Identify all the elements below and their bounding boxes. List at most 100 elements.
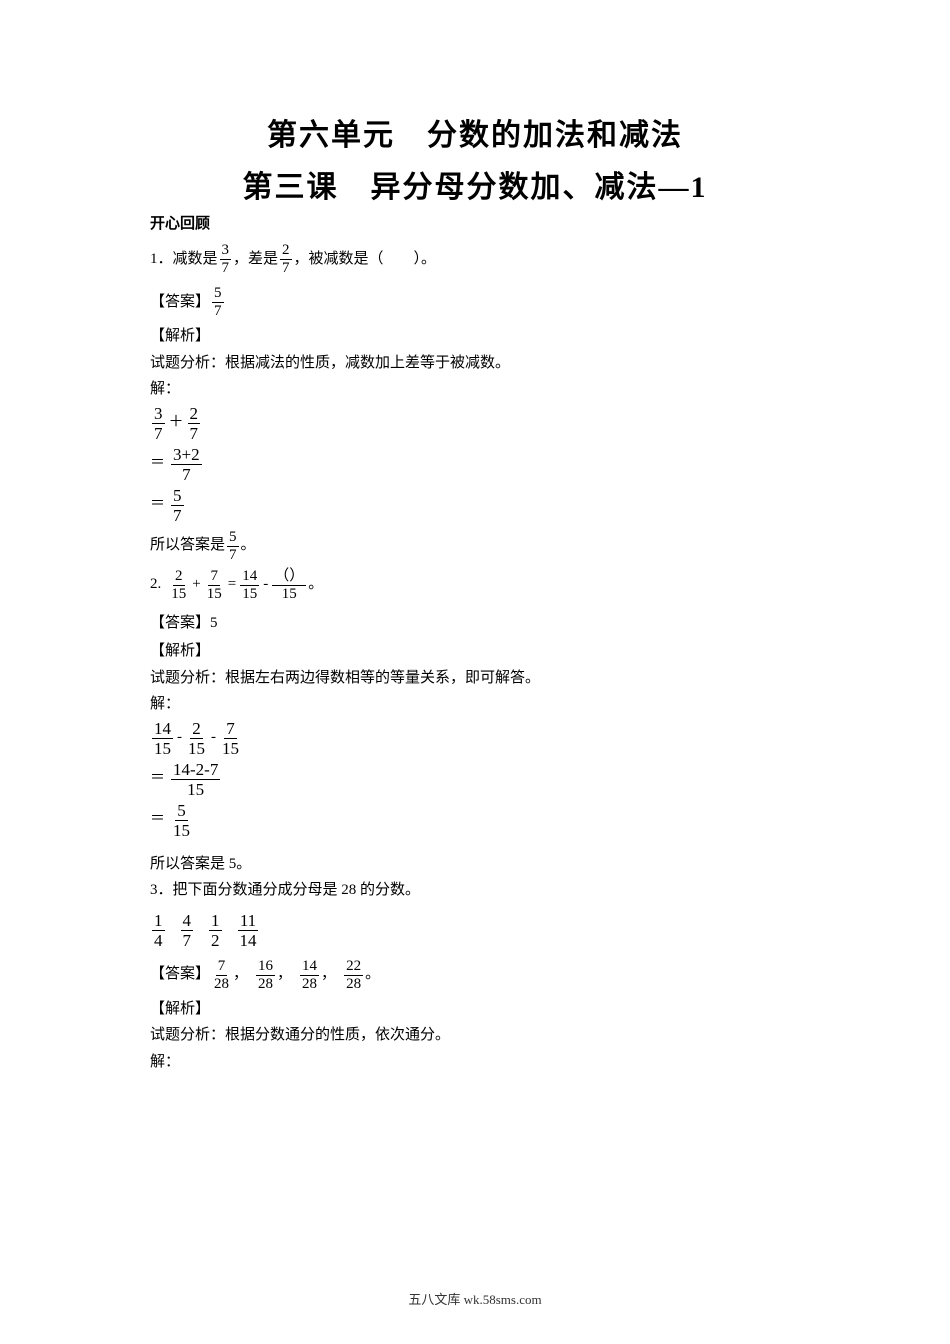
- frac-num: 2: [190, 720, 203, 739]
- q3-f2: 4 7: [181, 912, 194, 949]
- q1-step2: ＝ 3+2 7: [150, 446, 800, 483]
- frac-den: 15: [240, 586, 259, 602]
- lesson-title: 第三课 异分母分数加、减法—1: [150, 162, 800, 206]
- frac-num: 1: [152, 912, 165, 931]
- q3-f3: 1 2: [209, 912, 222, 949]
- period: 。: [365, 965, 380, 985]
- q2-s1a: 14 15: [152, 720, 173, 757]
- minus-op: -: [177, 728, 182, 748]
- frac-num: 3+2: [171, 446, 202, 465]
- q2-step1: 14 15 - 2 15 - 7 15: [150, 720, 800, 757]
- q1-frac1: 3 7: [220, 243, 232, 276]
- frac-num: 5: [171, 487, 184, 506]
- frac-den: 15: [185, 780, 206, 798]
- frac-den: 7: [180, 465, 193, 483]
- frac-num: 4: [181, 912, 194, 931]
- q2-answer: 【答案】5: [150, 612, 800, 635]
- q1-suffix: ，被减数是（ ）。: [294, 250, 437, 270]
- plus-op: +: [192, 575, 200, 595]
- q1-step1: 3 7 ＋ 2 7: [150, 405, 800, 442]
- equals: ＝: [150, 454, 165, 474]
- frac-num: 2: [173, 569, 185, 586]
- q2-exp-label: 【解析】: [150, 640, 800, 663]
- frac-num: 11: [238, 912, 258, 931]
- frac-num: 2: [280, 243, 292, 260]
- frac-den: 15: [186, 739, 207, 757]
- frac-num: 14: [152, 720, 173, 739]
- q2-stem: 2. 2 15 + 7 15 = 14 15 - （） 15 。: [150, 569, 800, 602]
- q1-s2: 3+2 7: [171, 446, 202, 483]
- q2-s1b: 2 15: [186, 720, 207, 757]
- q3-fracs: 1 4 4 7 1 2 11 14: [150, 912, 800, 949]
- frac-num: 16: [256, 959, 275, 976]
- q1-conclude-post: 。: [241, 536, 256, 556]
- q3-stem: 3．把下面分数通分成分母是 28 的分数。: [150, 879, 800, 902]
- q3-f4: 11 14: [238, 912, 259, 949]
- frac-den: 28: [344, 976, 363, 992]
- q3-answer: 【答案】 7 28 ， 16 28 ， 14 28 ， 22 28 。: [150, 959, 800, 992]
- frac-num: 3: [152, 405, 165, 424]
- frac-num: 1: [209, 912, 222, 931]
- q3-f1: 1 4: [152, 912, 165, 949]
- sep: ，: [321, 965, 336, 985]
- plus-op: ＋: [169, 413, 184, 433]
- q1-s3: 5 7: [171, 487, 184, 524]
- q1-conclude-frac: 5 7: [227, 530, 239, 563]
- minus-op: -: [211, 728, 216, 748]
- frac-num: （）: [272, 569, 306, 586]
- frac-den: 15: [205, 586, 224, 602]
- frac-den: 28: [256, 976, 275, 992]
- frac-num: 2: [188, 405, 201, 424]
- q3-a4: 22 28: [344, 959, 363, 992]
- frac-num: 7: [224, 720, 237, 739]
- q3-analysis: 试题分析：根据分数通分的性质，依次通分。: [150, 1024, 800, 1047]
- q1-frac2: 2 7: [280, 243, 292, 276]
- q2-analysis: 试题分析：根据左右两边得数相等的等量关系，即可解答。: [150, 667, 800, 690]
- frac-num: 3: [220, 243, 232, 260]
- answer-label: 【答案】: [150, 965, 210, 985]
- frac-den: 7: [280, 260, 292, 276]
- q2-d: （） 15: [272, 569, 306, 602]
- frac-den: 15: [171, 821, 192, 839]
- q1-conclude-pre: 所以答案是: [150, 536, 225, 556]
- frac-den: 7: [220, 260, 232, 276]
- sep: ，: [233, 965, 248, 985]
- q3-a2: 16 28: [256, 959, 275, 992]
- q3-solve-label: 解：: [150, 1051, 800, 1074]
- frac-den: 15: [152, 739, 173, 757]
- q2-s1c: 7 15: [220, 720, 241, 757]
- q1-analysis: 试题分析：根据减法的性质，减数加上差等于被减数。: [150, 352, 800, 375]
- frac-den: 7: [188, 424, 201, 442]
- q1-exp-label: 【解析】: [150, 325, 800, 348]
- section-review: 开心回顾: [150, 212, 800, 233]
- frac-num: 14: [300, 959, 319, 976]
- frac-den: 7: [152, 424, 165, 442]
- frac-num: 14-2-7: [171, 761, 220, 780]
- q2-ans: 5: [210, 615, 218, 631]
- q3-a3: 14 28: [300, 959, 319, 992]
- frac-den: 15: [220, 739, 241, 757]
- q2-s3: 5 15: [171, 802, 192, 839]
- q1-solve-label: 解：: [150, 378, 800, 401]
- minus-op: -: [263, 575, 268, 595]
- frac-den: 7: [212, 303, 224, 319]
- q1-s1b: 2 7: [188, 405, 201, 442]
- frac-num: 22: [344, 959, 363, 976]
- q1-step3: ＝ 5 7: [150, 487, 800, 524]
- frac-den: 7: [181, 931, 194, 949]
- frac-num: 7: [216, 959, 228, 976]
- equals: ＝: [150, 810, 165, 830]
- q2-s2: 14-2-7 15: [171, 761, 220, 798]
- frac-num: 7: [208, 569, 220, 586]
- frac-den: 28: [300, 976, 319, 992]
- q1-s1a: 3 7: [152, 405, 165, 442]
- q2-solve-label: 解：: [150, 693, 800, 716]
- q1-mid1: ，差是: [233, 250, 278, 270]
- q1-ans-frac: 5 7: [212, 286, 224, 319]
- page-footer: 五八文库 wk.58sms.com: [0, 1289, 950, 1308]
- period: 。: [308, 575, 323, 595]
- frac-den: 28: [212, 976, 231, 992]
- frac-den: 14: [238, 931, 259, 949]
- unit-title: 第六单元 分数的加法和减法: [150, 110, 800, 154]
- frac-num: 5: [212, 286, 224, 303]
